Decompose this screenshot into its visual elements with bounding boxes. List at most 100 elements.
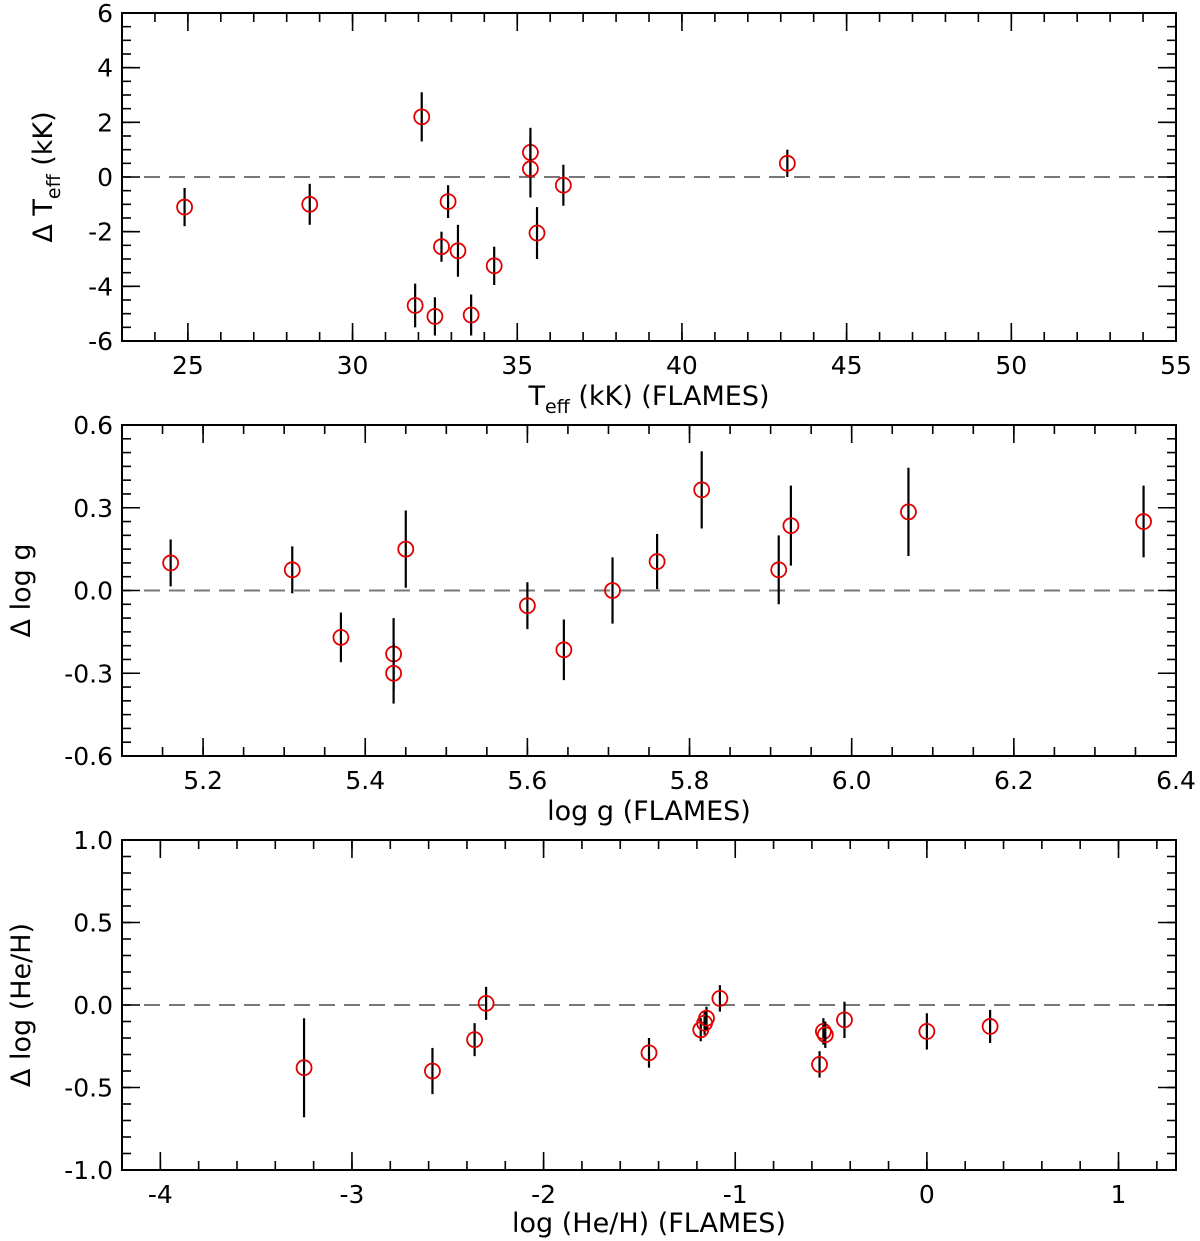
data-point	[462, 294, 480, 336]
x-tick-label: 5.6	[508, 766, 548, 795]
y-tick-label: -0.3	[64, 659, 113, 688]
point-marker	[283, 561, 301, 579]
point-marker	[555, 641, 573, 659]
point-marker	[811, 1056, 828, 1073]
x-tick-label: 40	[666, 351, 698, 380]
data-point	[518, 582, 536, 630]
x-axis-label-subscript: eff	[545, 396, 571, 418]
point-marker	[981, 1018, 999, 1035]
y-tick-label: -1.0	[64, 1156, 113, 1185]
y-tick-label: 0.5	[73, 909, 113, 938]
data-point	[604, 557, 621, 624]
y-tick-label: 0	[97, 163, 113, 192]
x-tick-label: 6.0	[832, 766, 872, 795]
x-tick-label: 25	[172, 351, 204, 380]
data-point	[385, 642, 403, 704]
y-tick-label: -0.5	[64, 1074, 113, 1103]
y-axis-label-main: Δ log g	[6, 544, 37, 638]
x-axis-label-main: log g (FLAMES)	[547, 796, 751, 827]
point-marker	[397, 540, 415, 558]
data-point	[693, 451, 711, 529]
data-point	[397, 510, 415, 588]
data-point	[449, 224, 467, 277]
point-marker	[770, 561, 788, 579]
point-marker	[782, 517, 800, 535]
data-point	[554, 164, 572, 206]
point-marker	[711, 990, 729, 1007]
point-marker	[698, 1009, 715, 1027]
point-marker	[604, 582, 621, 599]
point-marker	[554, 176, 572, 194]
data-point	[413, 92, 431, 142]
point-marker	[518, 597, 536, 615]
data-point	[1135, 485, 1152, 558]
y-tick-label: -2	[88, 218, 113, 247]
data-point	[711, 985, 729, 1012]
point-marker	[900, 503, 917, 521]
data-point	[648, 533, 666, 590]
x-tick-label: 0	[919, 1180, 935, 1209]
data-point	[814, 1018, 832, 1045]
x-tick-label: 6.4	[1156, 766, 1196, 795]
point-marker	[406, 297, 424, 314]
data-point	[406, 283, 424, 328]
point-marker	[413, 108, 431, 126]
x-tick-label: 50	[995, 351, 1027, 380]
data-point	[836, 1001, 853, 1038]
data-point	[433, 231, 450, 262]
x-tick-label: 5.8	[670, 766, 710, 795]
data-point	[981, 1009, 999, 1043]
data-point	[332, 612, 350, 663]
data-point	[176, 187, 193, 227]
y-tick-label: 0.0	[73, 577, 113, 606]
point-marker	[816, 1026, 834, 1044]
y-tick-label: 6	[97, 0, 113, 28]
y-tick-label: 1.0	[73, 826, 113, 855]
y-axis-label-rest: (kK)	[28, 111, 59, 174]
y-tick-label: 0.6	[73, 411, 113, 440]
y-axis-label-main: Δ T	[28, 199, 59, 243]
point-marker	[522, 160, 539, 178]
x-tick-label: -2	[531, 1180, 556, 1209]
data-point	[555, 619, 573, 681]
x-tick-label: 1	[1111, 1180, 1127, 1209]
point-marker	[332, 628, 350, 646]
x-tick-label: 55	[1160, 351, 1192, 380]
point-marker	[426, 307, 444, 325]
point-marker	[1135, 513, 1152, 530]
point-marker	[918, 1023, 936, 1040]
x-tick-label: 45	[831, 351, 863, 380]
point-marker	[528, 224, 546, 242]
y-tick-label: -4	[88, 272, 113, 301]
y-tick-label: 2	[97, 108, 113, 137]
point-marker	[648, 553, 666, 570]
data-point	[770, 535, 788, 605]
point-marker	[433, 238, 450, 256]
point-marker	[295, 1059, 313, 1077]
data-point	[466, 1023, 484, 1057]
point-marker	[477, 994, 495, 1012]
data-point	[424, 1047, 441, 1095]
point-marker	[814, 1023, 832, 1040]
point-marker	[301, 195, 319, 213]
x-axis-label: log (He/H) (FLAMES)	[512, 1208, 786, 1239]
data-point	[640, 1038, 658, 1068]
data-point	[301, 183, 319, 225]
panel-2: 5.2 5.4 5.6 5.8 6.0 6.2 6.4 -0.6 -0.3 0.0 0.3 0.6 lo…	[6, 411, 1196, 827]
point-marker	[424, 1062, 441, 1080]
y-tick-label: -6	[88, 327, 113, 356]
y-axis-label: Δ log g	[6, 544, 37, 638]
data-point	[816, 1021, 834, 1048]
point-marker	[176, 198, 193, 216]
data-point	[918, 1013, 936, 1050]
data-point	[477, 986, 495, 1020]
x-axis-label-main: log (He/H) (FLAMES)	[512, 1208, 786, 1239]
point-marker	[693, 481, 711, 499]
x-tick-label: 5.4	[345, 766, 385, 795]
point-marker	[778, 154, 796, 172]
y-tick-label: 0.3	[73, 494, 113, 523]
x-tick-label: 30	[337, 351, 369, 380]
data-point	[528, 207, 546, 259]
data-point	[782, 485, 800, 566]
x-tick-label: -3	[339, 1180, 364, 1209]
